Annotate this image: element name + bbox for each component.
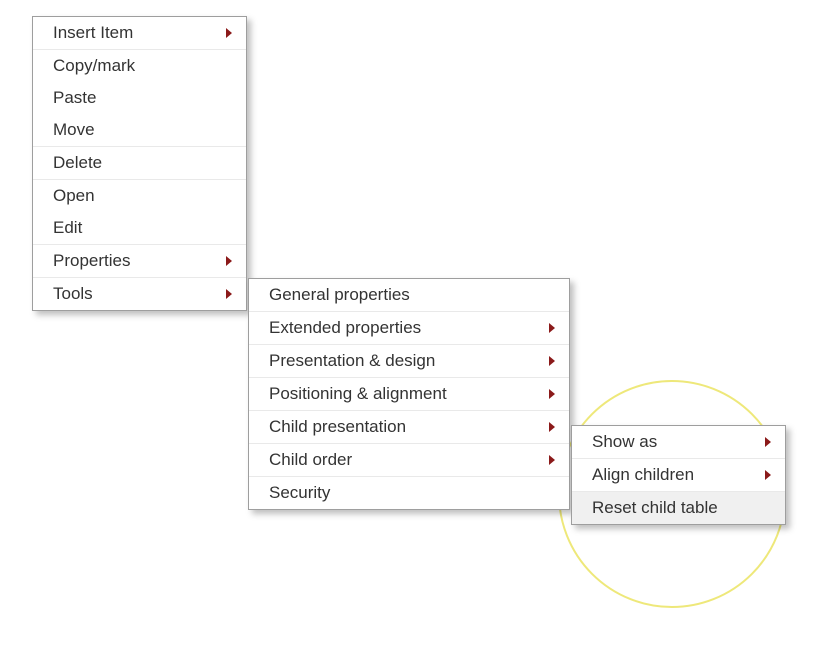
menu-item-label: Paste (53, 88, 96, 108)
menu-item-copy-mark[interactable]: Copy/mark (33, 49, 246, 82)
menu-item-child-presentation[interactable]: Child presentation (249, 410, 569, 443)
menu-item-paste[interactable]: Paste (33, 82, 246, 114)
menu-item-label: Move (53, 120, 95, 140)
submenu-arrow-icon (549, 422, 555, 432)
menu-item-label: Child presentation (269, 417, 406, 437)
menu-item-label: Extended properties (269, 318, 421, 338)
menu-item-label: Align children (592, 465, 694, 485)
menu-item-label: Positioning & alignment (269, 384, 447, 404)
context-menu-level-2: General properties Extended properties P… (248, 278, 570, 510)
submenu-arrow-icon (226, 289, 232, 299)
menu-item-label: Insert Item (53, 23, 133, 43)
menu-item-properties[interactable]: Properties (33, 244, 246, 277)
submenu-arrow-icon (549, 323, 555, 333)
menu-item-move[interactable]: Move (33, 114, 246, 146)
submenu-arrow-icon (549, 389, 555, 399)
menu-item-label: Security (269, 483, 330, 503)
menu-item-extended-properties[interactable]: Extended properties (249, 311, 569, 344)
menu-item-label: Copy/mark (53, 56, 135, 76)
context-menu-level-1: Insert Item Copy/mark Paste Move Delete … (32, 16, 247, 311)
submenu-arrow-icon (549, 356, 555, 366)
menu-item-label: Tools (53, 284, 93, 304)
menu-item-label: General properties (269, 285, 410, 305)
menu-item-label: Properties (53, 251, 130, 271)
menu-item-label: Open (53, 186, 95, 206)
submenu-arrow-icon (765, 470, 771, 480)
context-menu-level-3: Show as Align children Reset child table (571, 425, 786, 525)
menu-item-insert-item[interactable]: Insert Item (33, 17, 246, 49)
submenu-arrow-icon (549, 455, 555, 465)
menu-item-general-properties[interactable]: General properties (249, 279, 569, 311)
menu-item-reset-child-table[interactable]: Reset child table (572, 491, 785, 524)
menu-item-align-children[interactable]: Align children (572, 458, 785, 491)
menu-item-label: Presentation & design (269, 351, 435, 371)
submenu-arrow-icon (226, 28, 232, 38)
menu-item-show-as[interactable]: Show as (572, 426, 785, 458)
menu-item-child-order[interactable]: Child order (249, 443, 569, 476)
menu-item-edit[interactable]: Edit (33, 212, 246, 244)
submenu-arrow-icon (226, 256, 232, 266)
menu-item-label: Show as (592, 432, 657, 452)
menu-item-positioning-alignment[interactable]: Positioning & alignment (249, 377, 569, 410)
menu-item-open[interactable]: Open (33, 179, 246, 212)
menu-item-tools[interactable]: Tools (33, 277, 246, 310)
menu-item-label: Edit (53, 218, 82, 238)
menu-item-label: Reset child table (592, 498, 718, 518)
submenu-arrow-icon (765, 437, 771, 447)
menu-item-delete[interactable]: Delete (33, 146, 246, 179)
menu-item-label: Child order (269, 450, 352, 470)
menu-item-security[interactable]: Security (249, 476, 569, 509)
menu-item-label: Delete (53, 153, 102, 173)
menu-item-presentation-design[interactable]: Presentation & design (249, 344, 569, 377)
